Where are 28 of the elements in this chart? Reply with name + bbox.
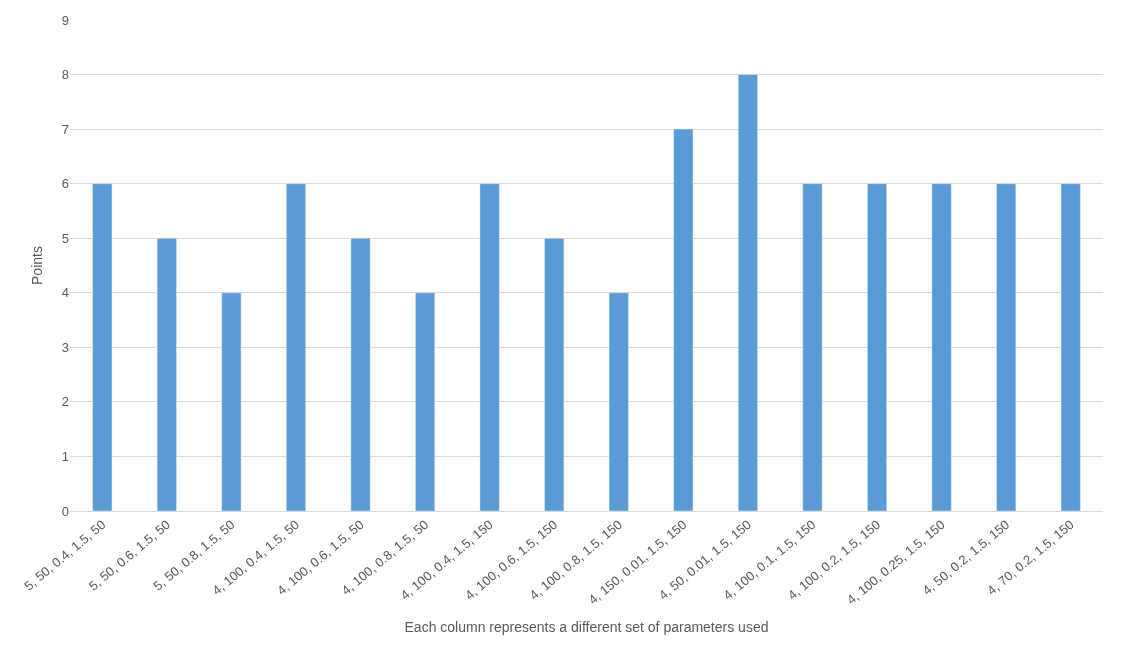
bar	[867, 183, 887, 511]
y-tick-label: 4	[61, 285, 69, 301]
bar	[92, 183, 113, 511]
bar	[996, 183, 1017, 511]
bar	[1060, 183, 1081, 511]
bar	[931, 183, 952, 511]
x-axis-title: Each column represents a different set of parameters used	[404, 618, 769, 635]
y-axis-title: Points	[29, 246, 46, 285]
y-tick-label: 0	[61, 503, 69, 519]
bar	[479, 183, 500, 511]
y-tick-label: 8	[61, 67, 69, 83]
y-tick-label: 1	[61, 448, 69, 464]
bar	[350, 237, 371, 511]
y-tick-label: 3	[61, 339, 69, 355]
y-tick-label: 9	[61, 12, 69, 28]
bar	[802, 183, 823, 511]
y-tick-label: 6	[61, 176, 69, 192]
bar	[415, 292, 436, 511]
bar	[737, 74, 758, 511]
bar	[608, 292, 629, 511]
bar	[156, 237, 177, 511]
bar	[221, 292, 242, 511]
y-tick-label: 7	[61, 121, 69, 137]
y-tick-label: 5	[61, 230, 69, 246]
bar	[544, 237, 565, 511]
bar	[673, 128, 694, 511]
bar	[286, 183, 306, 511]
y-tick-label: 2	[61, 394, 69, 410]
